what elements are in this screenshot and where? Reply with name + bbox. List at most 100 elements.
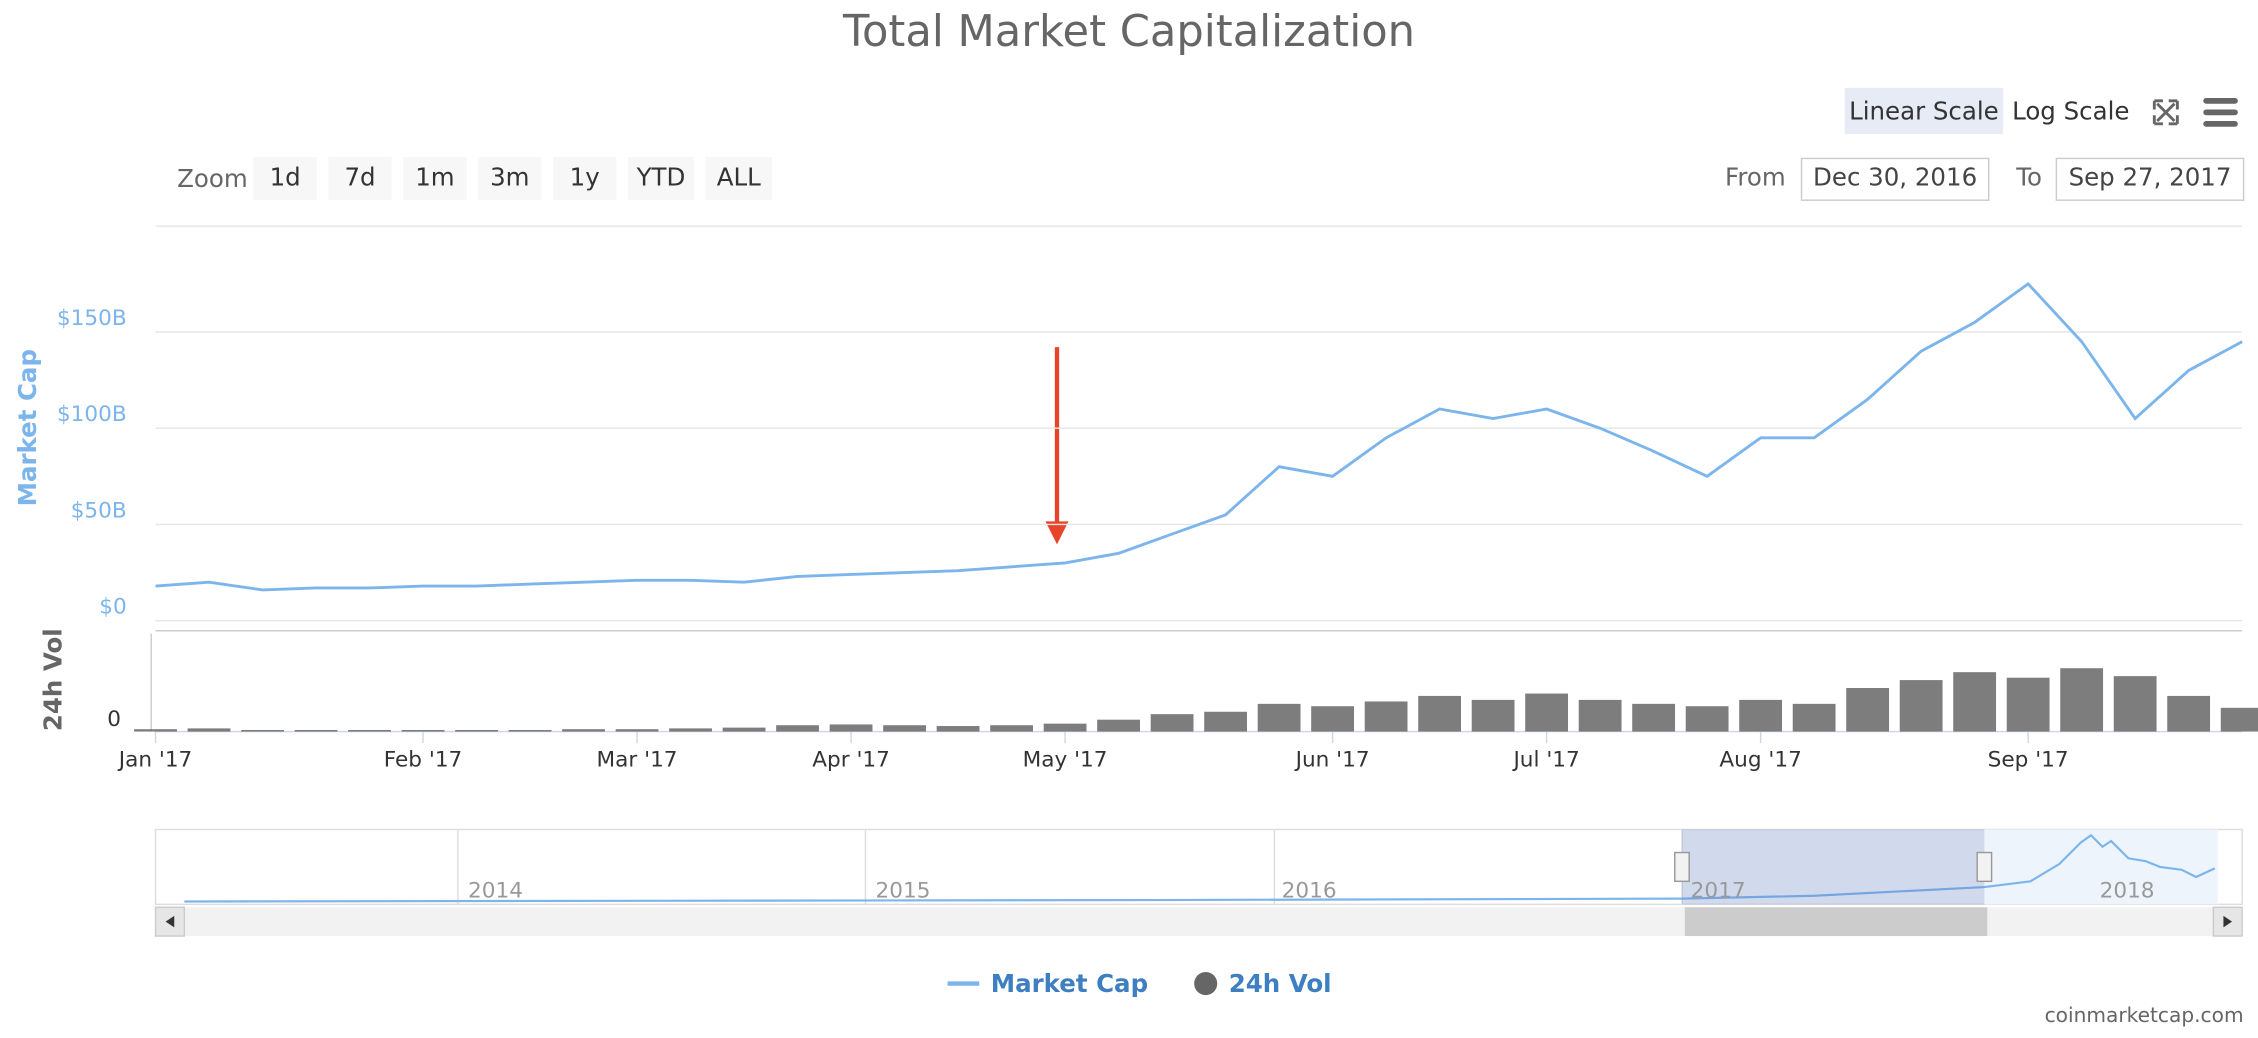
volume-bar xyxy=(1150,714,1194,732)
volume-bar xyxy=(1097,719,1140,732)
from-label: From xyxy=(1725,163,1786,192)
y-tick-label: $100B xyxy=(57,402,127,427)
button-bg[interactable] xyxy=(1844,87,2004,134)
y-tick-label: $0 xyxy=(99,595,126,620)
navigator-label: 2015 xyxy=(876,878,931,903)
zoom-button[interactable]: 7d xyxy=(344,163,375,192)
zoom-button-bg[interactable] xyxy=(627,156,695,201)
volume-bar xyxy=(776,725,819,732)
zoom-button-bg[interactable] xyxy=(403,156,467,201)
volume-bar xyxy=(1204,711,1247,732)
scrollbar-thumb[interactable] xyxy=(1684,907,1988,937)
x-tick-label: Jun '17 xyxy=(1294,747,1370,772)
input-box[interactable] xyxy=(2055,157,2245,201)
zoom-button[interactable]: 3m xyxy=(490,163,529,192)
x-tick-label: Feb '17 xyxy=(384,747,463,772)
x-tick-label: Sep '17 xyxy=(1988,747,2069,772)
zoom-button-bg[interactable] xyxy=(478,156,542,201)
zoom-button-bg[interactable] xyxy=(552,156,617,201)
volume-bar xyxy=(1953,672,1997,732)
to-label: To xyxy=(2015,163,2042,192)
scroll-right-icon xyxy=(2223,915,2233,928)
volume-bar xyxy=(2220,707,2258,732)
x-tick-label: Aug '17 xyxy=(1719,747,1801,772)
x-tick-label: Apr '17 xyxy=(812,747,890,772)
volume-bar xyxy=(1043,723,1087,732)
navigator-handle[interactable] xyxy=(1976,851,1993,883)
volume-bar xyxy=(1257,703,1301,732)
y2-tick-label: 0 xyxy=(107,707,121,732)
volume-bar xyxy=(1578,699,1622,732)
zoom-button-bg[interactable] xyxy=(705,156,772,201)
x-tick-label: Jul '17 xyxy=(1511,747,1579,772)
x-tick-label: Mar '17 xyxy=(597,747,678,772)
scale-button[interactable]: Log Scale xyxy=(2012,96,2129,125)
navigator-selection[interactable] xyxy=(1681,829,1985,905)
zoom-button[interactable]: YTD xyxy=(636,163,686,192)
y-axis-title: Market Cap xyxy=(13,349,42,506)
navigator-line xyxy=(184,833,2216,903)
volume-bar xyxy=(134,729,177,732)
scroll-right[interactable] xyxy=(2212,906,2243,937)
x-tick-label: Jan '17 xyxy=(117,747,193,772)
y-tick-label: $50B xyxy=(71,498,127,523)
volume-bar xyxy=(615,729,659,732)
zoom-button[interactable]: 1d xyxy=(270,163,301,192)
volume-bar xyxy=(508,729,552,732)
volume-bar xyxy=(1632,703,1676,732)
volume-bar xyxy=(455,729,498,732)
volume-bar xyxy=(1525,693,1569,732)
chart-title: Total Market Capitalization xyxy=(842,7,1415,57)
volume-bar xyxy=(1899,680,1943,732)
x-tick-label: May '17 xyxy=(1023,747,1108,772)
scale-button[interactable]: Linear Scale xyxy=(1849,96,1999,125)
navigator-area xyxy=(1984,829,2218,905)
volume-bar xyxy=(990,725,1033,732)
zoom-button-bg[interactable] xyxy=(253,156,317,201)
volume-bar xyxy=(187,728,231,732)
legend-label[interactable]: Market Cap xyxy=(991,969,1148,998)
volume-bar xyxy=(241,729,284,732)
y2-axis-title: 24h Vol xyxy=(39,628,68,731)
volume-bar xyxy=(829,724,873,732)
credit[interactable]: coinmarketcap.com xyxy=(2045,1003,2244,1027)
from-input[interactable]: Dec 30, 2016 xyxy=(1813,163,1977,192)
market-cap-line xyxy=(155,281,2243,592)
navigator-handle[interactable] xyxy=(1674,851,1690,883)
legend-label[interactable]: 24h Vol xyxy=(1229,969,1332,998)
volume-bar xyxy=(2060,668,2104,732)
to-input[interactable]: Sep 27, 2017 xyxy=(2069,163,2232,192)
zoom-label: Zoom xyxy=(177,164,248,193)
fullscreen-icon[interactable] xyxy=(2152,99,2179,126)
legend-symbol xyxy=(1194,972,1218,996)
volume-bar xyxy=(1471,699,1515,732)
navigator-label: 2017 xyxy=(1691,878,1746,903)
volume-bar xyxy=(2006,677,2050,732)
volume-bar xyxy=(1311,706,1355,732)
volume-bar xyxy=(294,729,338,732)
volume-bar xyxy=(2167,695,2211,732)
menu-icon[interactable] xyxy=(2203,97,2238,127)
zoom-button[interactable]: 1m xyxy=(415,163,454,192)
zoom-button[interactable]: ALL xyxy=(717,163,761,192)
input-box[interactable] xyxy=(1800,157,1990,201)
volume-bar xyxy=(348,729,391,732)
volume-bar xyxy=(562,729,605,732)
zoom-button-bg[interactable] xyxy=(328,156,392,201)
volume-bar xyxy=(883,725,926,732)
volume-bar xyxy=(2113,676,2157,732)
volume-bar xyxy=(1792,703,1836,732)
volume-bar xyxy=(1846,688,1890,732)
y-tick-label: $150B xyxy=(57,306,127,331)
volume-bar xyxy=(1364,701,1408,732)
zoom-button[interactable]: 1y xyxy=(570,163,600,192)
volume-bar xyxy=(1739,699,1783,732)
volume-bar xyxy=(1685,706,1729,732)
scroll-left-icon xyxy=(165,915,175,928)
annotation-arrowhead xyxy=(1045,521,1069,545)
volume-bar xyxy=(936,726,980,732)
volume-bar xyxy=(1418,695,1462,732)
volume-bar xyxy=(401,729,445,732)
